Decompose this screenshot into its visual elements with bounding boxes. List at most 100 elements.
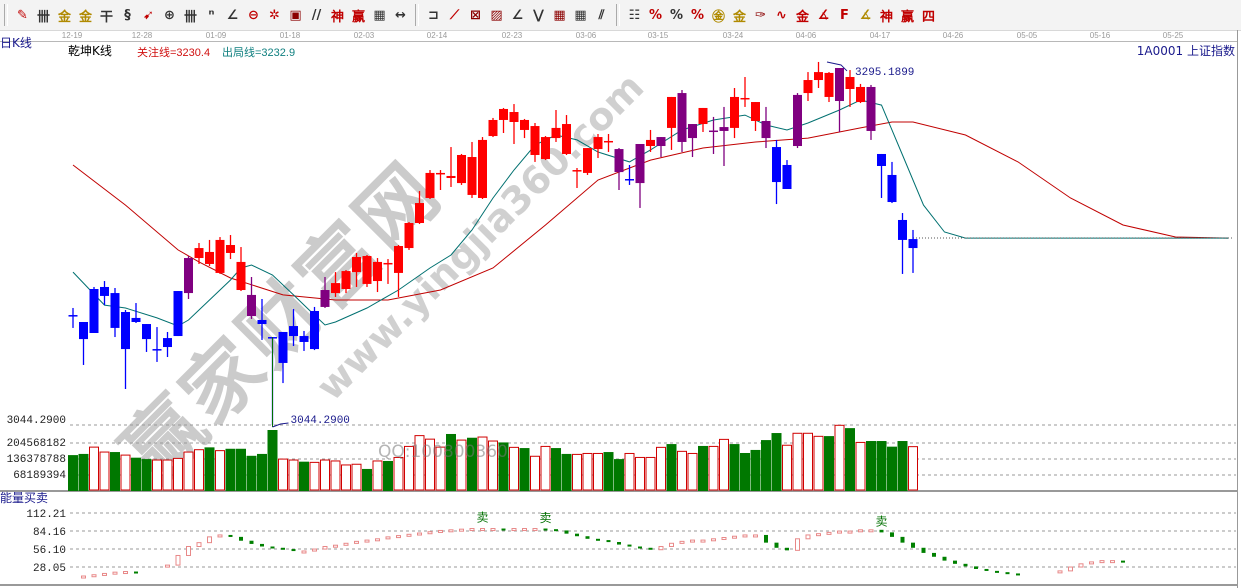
energy-bar	[333, 544, 338, 548]
volume-bar	[257, 453, 267, 491]
period-grid-icon[interactable]: ▦	[373, 7, 386, 23]
candle-body	[194, 248, 204, 259]
gold-coin-icon[interactable]: ㊎	[711, 9, 725, 25]
ying-icon[interactable]: 赢	[351, 9, 365, 25]
percent-icon[interactable]: %	[669, 7, 684, 23]
exit-line-value: 出局线=3232.9	[222, 47, 296, 59]
volume-bar	[383, 460, 393, 491]
volume-bar	[99, 451, 110, 491]
energy-bar	[900, 536, 905, 543]
angle-line-icon[interactable]: ∠	[511, 7, 524, 23]
indicator-name[interactable]: 乾坤K线	[68, 44, 112, 58]
candle-body	[205, 251, 214, 264]
right-border	[1237, 30, 1238, 588]
volume-bar	[561, 453, 572, 491]
volume-bar	[614, 459, 624, 491]
energy-bar	[196, 542, 202, 547]
j-angle-icon[interactable]: ∡	[817, 7, 830, 23]
percent-line-icon[interactable]: %	[648, 7, 663, 23]
shen-angle-icon[interactable]: 神	[879, 9, 893, 25]
energy-bar	[1016, 573, 1020, 576]
candle-body	[751, 102, 760, 121]
energy-bar	[543, 528, 548, 531]
gold-angle-icon[interactable]: ∡	[859, 7, 872, 23]
candle-body	[782, 164, 792, 190]
volume-bar	[656, 446, 666, 491]
grid2-icon[interactable]: ▦	[574, 7, 587, 23]
list-icon[interactable]: ☷	[628, 7, 641, 23]
volume-bar	[467, 437, 477, 491]
f-angle-icon[interactable]: F	[840, 7, 849, 23]
box-cross-icon[interactable]: ⊠	[470, 7, 481, 23]
grid-lines-icon[interactable]: 卌	[183, 9, 197, 25]
energy-bar	[427, 531, 433, 535]
measure-icon[interactable]: ↔	[395, 7, 406, 23]
energy-bar	[764, 534, 768, 543]
wave-icon[interactable]: ⋁	[533, 7, 544, 23]
trend-icon[interactable]: //	[311, 7, 322, 23]
volume-bar	[351, 463, 362, 491]
percent-lines-icon[interactable]: %	[690, 7, 705, 23]
energy-bar	[469, 528, 475, 532]
candle-body	[656, 137, 666, 147]
date-tick-label: 03-15	[647, 31, 669, 40]
ying-angle-icon[interactable]: 赢	[900, 9, 914, 25]
rect-icon[interactable]: ⊐	[428, 7, 439, 23]
candle-body	[173, 291, 183, 337]
candle-body	[730, 96, 739, 128]
angle-icon[interactable]: ∠	[226, 7, 239, 23]
volume-bar	[425, 438, 435, 491]
toolbar-separator	[415, 4, 419, 26]
four-angle-icon[interactable]: 四	[921, 9, 935, 25]
volume-bar	[593, 452, 603, 491]
compass-icon[interactable]: ✲	[269, 7, 280, 23]
candle-body	[425, 172, 435, 198]
date-tick-label: 05-16	[1089, 31, 1111, 40]
wave-lines-icon[interactable]: ∿	[776, 7, 787, 23]
candle-body	[142, 324, 151, 340]
energy-bar	[564, 530, 569, 534]
gold-lines-icon[interactable]: 金	[732, 9, 746, 25]
volume-bar	[792, 432, 803, 491]
gold-ratio2-icon[interactable]: 金	[78, 9, 92, 25]
power-icon[interactable]: ⁿ	[208, 7, 215, 23]
volume-bar	[740, 452, 750, 491]
energy-bar	[638, 546, 642, 549]
volume-bar	[603, 452, 614, 491]
candle-body	[772, 147, 781, 183]
circle-grid-icon[interactable]: ⊕	[164, 7, 175, 23]
candle-body	[289, 326, 298, 337]
energy-indicator-title[interactable]: 能量买卖	[0, 491, 49, 505]
spiral-icon[interactable]: §	[124, 7, 131, 23]
fib-icon[interactable]: 干	[99, 9, 113, 25]
energy-bar	[627, 544, 632, 547]
box-icon[interactable]: ▣	[289, 7, 302, 23]
volume-bar	[225, 448, 236, 491]
low-marker-leader	[272, 422, 289, 428]
energy-bar	[532, 528, 538, 532]
gold-line-icon[interactable]: 金	[795, 9, 809, 25]
slash-lines-icon[interactable]: ⫽	[598, 7, 605, 23]
energy-bar	[742, 534, 748, 538]
drawing-toolbar: ✎ 卌金金干 § ➹ ⊕ 卌 ⁿ ∠ ⊖ ✲ ▣//神赢 ▦ ↔ ⊐ ⟋ ⊠ ▨ ∠ ⋁ ▦ ▦ ⫽ ☷%%% ㊎金 ✑ ∿ 金 ∡ F…	[0, 0, 1241, 31]
grid-icon[interactable]: ▦	[553, 7, 566, 23]
target-icon[interactable]: ⊖	[248, 7, 259, 23]
candle-body	[415, 203, 424, 224]
pen-fan-icon[interactable]: ✑	[755, 7, 766, 23]
fan-icon[interactable]: ⟋	[449, 7, 460, 23]
energy-bar	[711, 538, 716, 542]
parallel-lines-icon[interactable]: 卌	[36, 9, 50, 25]
gold-ratio-icon[interactable]: 金	[57, 9, 71, 25]
pen-icon[interactable]: ✎	[17, 7, 28, 23]
energy-bar	[858, 529, 863, 533]
candle-body	[383, 262, 393, 265]
shen-icon[interactable]: 神	[330, 9, 344, 25]
date-tick-label: 01-18	[279, 31, 301, 40]
box-fan-icon[interactable]: ▨	[490, 7, 503, 23]
candle-body	[488, 119, 498, 137]
period-label[interactable]: 日K线	[0, 36, 32, 50]
arrow-icon[interactable]: ➹	[143, 7, 154, 23]
volume-bar	[141, 459, 152, 491]
candle-body	[824, 72, 834, 97]
